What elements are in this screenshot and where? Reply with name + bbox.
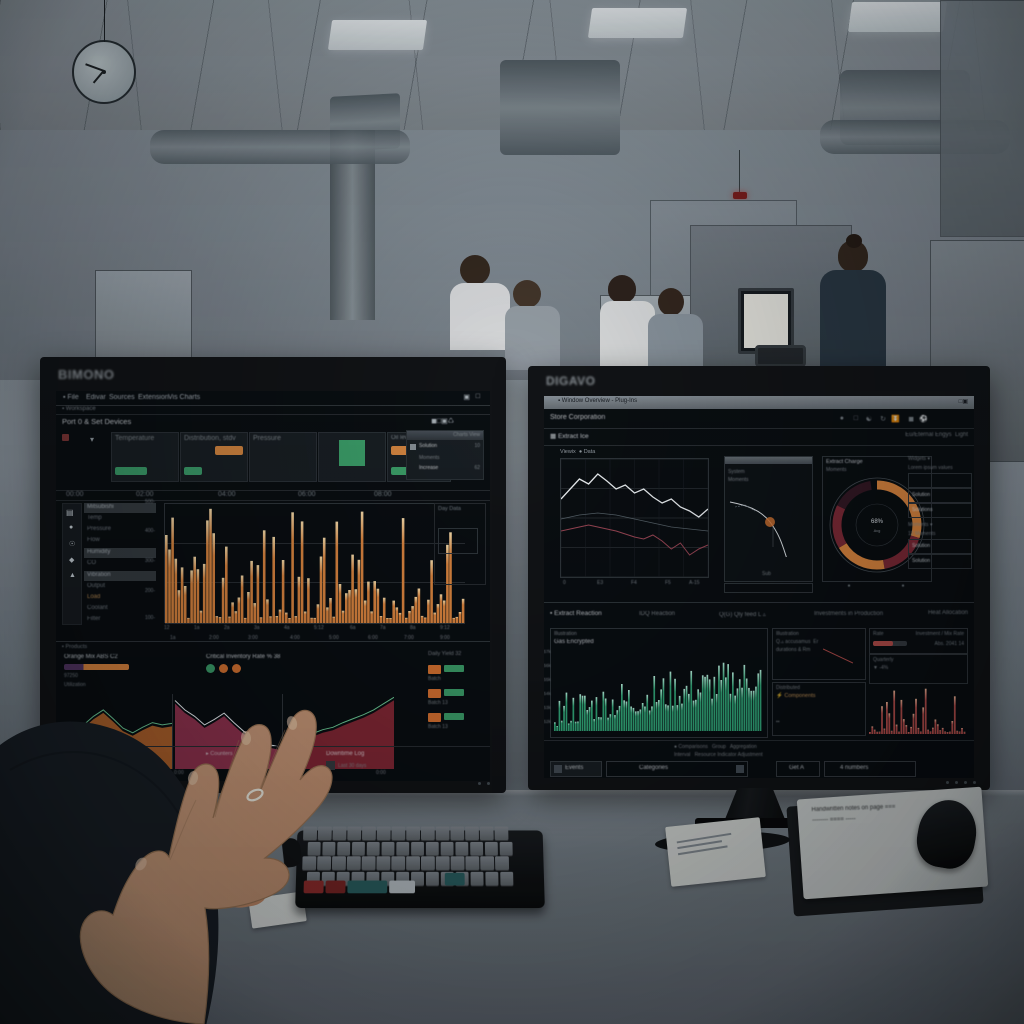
- svg-text:Avg: Avg: [874, 528, 881, 533]
- svg-text:68%: 68%: [871, 519, 884, 525]
